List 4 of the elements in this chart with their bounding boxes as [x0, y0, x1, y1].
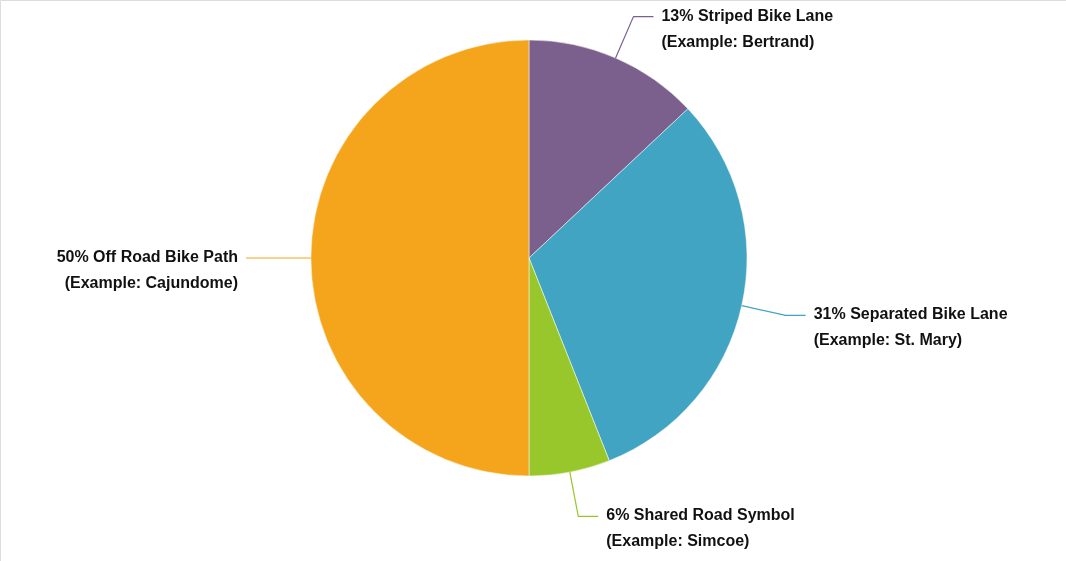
slice-label: 6% Shared Road Symbol (Example: Simcoe) [606, 506, 795, 550]
slice-label: 50% Off Road Bike Path (Example: Cajundome) [56, 248, 238, 291]
slice-label: 31% Separated Bike Lane (Example: St. Mary) [813, 305, 1008, 349]
slice-label: 13% Striped Bike Lane (Example: Bertrand) [661, 6, 834, 50]
